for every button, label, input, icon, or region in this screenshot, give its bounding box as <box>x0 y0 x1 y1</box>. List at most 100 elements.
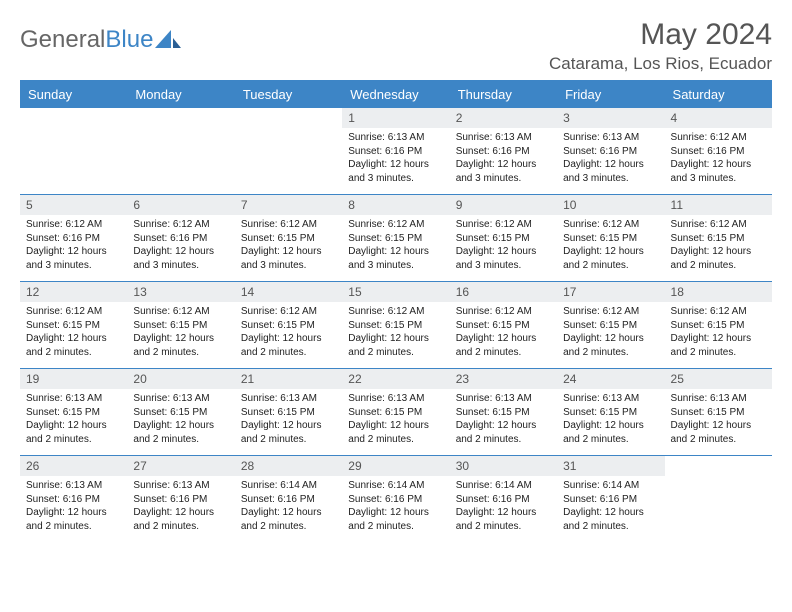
day-details: Sunrise: 6:12 AMSunset: 6:16 PMDaylight:… <box>665 128 772 189</box>
day-details: Sunrise: 6:12 AMSunset: 6:15 PMDaylight:… <box>557 215 664 276</box>
sunset-text: Sunset: 6:15 PM <box>348 232 443 246</box>
sunrise-text: Sunrise: 6:13 AM <box>348 392 443 406</box>
day-details: Sunrise: 6:12 AMSunset: 6:15 PMDaylight:… <box>235 302 342 363</box>
day-details: Sunrise: 6:13 AMSunset: 6:16 PMDaylight:… <box>127 476 234 537</box>
day-number: 12 <box>20 282 127 302</box>
daylight-text: Daylight: 12 hours and 3 minutes. <box>133 245 228 272</box>
day-details: Sunrise: 6:13 AMSunset: 6:16 PMDaylight:… <box>450 128 557 189</box>
sunset-text: Sunset: 6:15 PM <box>26 319 121 333</box>
calendar-day-cell: 23Sunrise: 6:13 AMSunset: 6:15 PMDayligh… <box>450 369 557 455</box>
day-details: Sunrise: 6:12 AMSunset: 6:15 PMDaylight:… <box>450 302 557 363</box>
day-details: Sunrise: 6:14 AMSunset: 6:16 PMDaylight:… <box>342 476 449 537</box>
sunset-text: Sunset: 6:15 PM <box>241 319 336 333</box>
weekday-header: Tuesday <box>235 82 342 107</box>
weekday-header: Monday <box>127 82 234 107</box>
day-number: 24 <box>557 369 664 389</box>
day-details: Sunrise: 6:14 AMSunset: 6:16 PMDaylight:… <box>450 476 557 537</box>
calendar-day-cell: 16Sunrise: 6:12 AMSunset: 6:15 PMDayligh… <box>450 282 557 368</box>
sunset-text: Sunset: 6:16 PM <box>456 145 551 159</box>
day-number: 6 <box>127 195 234 215</box>
daylight-text: Daylight: 12 hours and 2 minutes. <box>563 332 658 359</box>
weekday-header: Thursday <box>450 82 557 107</box>
sunset-text: Sunset: 6:16 PM <box>241 493 336 507</box>
sunset-text: Sunset: 6:15 PM <box>671 232 766 246</box>
sunrise-text: Sunrise: 6:13 AM <box>671 392 766 406</box>
calendar-day-cell: 19Sunrise: 6:13 AMSunset: 6:15 PMDayligh… <box>20 369 127 455</box>
sunrise-text: Sunrise: 6:12 AM <box>671 305 766 319</box>
day-details: Sunrise: 6:12 AMSunset: 6:15 PMDaylight:… <box>665 302 772 363</box>
day-details: Sunrise: 6:12 AMSunset: 6:16 PMDaylight:… <box>20 215 127 276</box>
sunrise-text: Sunrise: 6:14 AM <box>348 479 443 493</box>
title-block: May 2024 Catarama, Los Rios, Ecuador <box>549 18 772 74</box>
sunset-text: Sunset: 6:15 PM <box>456 319 551 333</box>
daylight-text: Daylight: 12 hours and 2 minutes. <box>26 506 121 533</box>
daylight-text: Daylight: 12 hours and 2 minutes. <box>563 245 658 272</box>
brand-part1: General <box>20 26 105 54</box>
day-details: Sunrise: 6:12 AMSunset: 6:15 PMDaylight:… <box>342 302 449 363</box>
sunrise-text: Sunrise: 6:13 AM <box>563 131 658 145</box>
sunset-text: Sunset: 6:15 PM <box>456 406 551 420</box>
sunset-text: Sunset: 6:15 PM <box>671 319 766 333</box>
sunrise-text: Sunrise: 6:12 AM <box>241 305 336 319</box>
day-number: 14 <box>235 282 342 302</box>
day-details: Sunrise: 6:12 AMSunset: 6:15 PMDaylight:… <box>665 215 772 276</box>
sail-icon <box>155 30 181 50</box>
day-number: 7 <box>235 195 342 215</box>
day-details: Sunrise: 6:13 AMSunset: 6:15 PMDaylight:… <box>235 389 342 450</box>
weekday-header: Wednesday <box>342 82 449 107</box>
brand-logo: GeneralBlue <box>20 18 181 54</box>
day-number: 19 <box>20 369 127 389</box>
day-number: 2 <box>450 108 557 128</box>
sunrise-text: Sunrise: 6:12 AM <box>671 218 766 232</box>
sunrise-text: Sunrise: 6:14 AM <box>241 479 336 493</box>
daylight-text: Daylight: 12 hours and 2 minutes. <box>671 419 766 446</box>
daylight-text: Daylight: 12 hours and 2 minutes. <box>671 245 766 272</box>
daylight-text: Daylight: 12 hours and 2 minutes. <box>563 506 658 533</box>
daylight-text: Daylight: 12 hours and 3 minutes. <box>456 245 551 272</box>
calendar-day-cell: 7Sunrise: 6:12 AMSunset: 6:15 PMDaylight… <box>235 195 342 281</box>
calendar-day-cell <box>20 108 127 194</box>
daylight-text: Daylight: 12 hours and 2 minutes. <box>133 332 228 359</box>
calendar-day-cell: 4Sunrise: 6:12 AMSunset: 6:16 PMDaylight… <box>665 108 772 194</box>
day-details: Sunrise: 6:13 AMSunset: 6:15 PMDaylight:… <box>127 389 234 450</box>
calendar-day-cell <box>665 456 772 542</box>
calendar-day-cell: 2Sunrise: 6:13 AMSunset: 6:16 PMDaylight… <box>450 108 557 194</box>
day-details: Sunrise: 6:13 AMSunset: 6:15 PMDaylight:… <box>342 389 449 450</box>
sunset-text: Sunset: 6:15 PM <box>133 406 228 420</box>
calendar-day-cell: 3Sunrise: 6:13 AMSunset: 6:16 PMDaylight… <box>557 108 664 194</box>
sunrise-text: Sunrise: 6:13 AM <box>563 392 658 406</box>
day-number: 20 <box>127 369 234 389</box>
calendar-week-row: 5Sunrise: 6:12 AMSunset: 6:16 PMDaylight… <box>20 194 772 281</box>
daylight-text: Daylight: 12 hours and 2 minutes. <box>456 332 551 359</box>
calendar-day-cell: 20Sunrise: 6:13 AMSunset: 6:15 PMDayligh… <box>127 369 234 455</box>
day-details: Sunrise: 6:13 AMSunset: 6:15 PMDaylight:… <box>450 389 557 450</box>
daylight-text: Daylight: 12 hours and 3 minutes. <box>241 245 336 272</box>
day-number: 13 <box>127 282 234 302</box>
sunrise-text: Sunrise: 6:14 AM <box>563 479 658 493</box>
daylight-text: Daylight: 12 hours and 2 minutes. <box>133 419 228 446</box>
sunset-text: Sunset: 6:16 PM <box>456 493 551 507</box>
calendar-day-cell <box>127 108 234 194</box>
sunset-text: Sunset: 6:16 PM <box>26 232 121 246</box>
day-number: 27 <box>127 456 234 476</box>
day-number: 5 <box>20 195 127 215</box>
calendar-day-cell: 17Sunrise: 6:12 AMSunset: 6:15 PMDayligh… <box>557 282 664 368</box>
daylight-text: Daylight: 12 hours and 2 minutes. <box>348 506 443 533</box>
day-details: Sunrise: 6:13 AMSunset: 6:16 PMDaylight:… <box>342 128 449 189</box>
day-number: 30 <box>450 456 557 476</box>
sunset-text: Sunset: 6:15 PM <box>456 232 551 246</box>
daylight-text: Daylight: 12 hours and 3 minutes. <box>456 158 551 185</box>
day-details: Sunrise: 6:13 AMSunset: 6:16 PMDaylight:… <box>557 128 664 189</box>
daylight-text: Daylight: 12 hours and 2 minutes. <box>133 506 228 533</box>
sunset-text: Sunset: 6:15 PM <box>241 232 336 246</box>
sunrise-text: Sunrise: 6:13 AM <box>241 392 336 406</box>
sunset-text: Sunset: 6:15 PM <box>26 406 121 420</box>
sunrise-text: Sunrise: 6:13 AM <box>456 131 551 145</box>
daylight-text: Daylight: 12 hours and 2 minutes. <box>563 419 658 446</box>
daylight-text: Daylight: 12 hours and 2 minutes. <box>241 506 336 533</box>
sunrise-text: Sunrise: 6:13 AM <box>133 392 228 406</box>
calendar-week-row: 12Sunrise: 6:12 AMSunset: 6:15 PMDayligh… <box>20 281 772 368</box>
calendar-week-row: 19Sunrise: 6:13 AMSunset: 6:15 PMDayligh… <box>20 368 772 455</box>
calendar-day-cell: 10Sunrise: 6:12 AMSunset: 6:15 PMDayligh… <box>557 195 664 281</box>
sunrise-text: Sunrise: 6:12 AM <box>348 218 443 232</box>
